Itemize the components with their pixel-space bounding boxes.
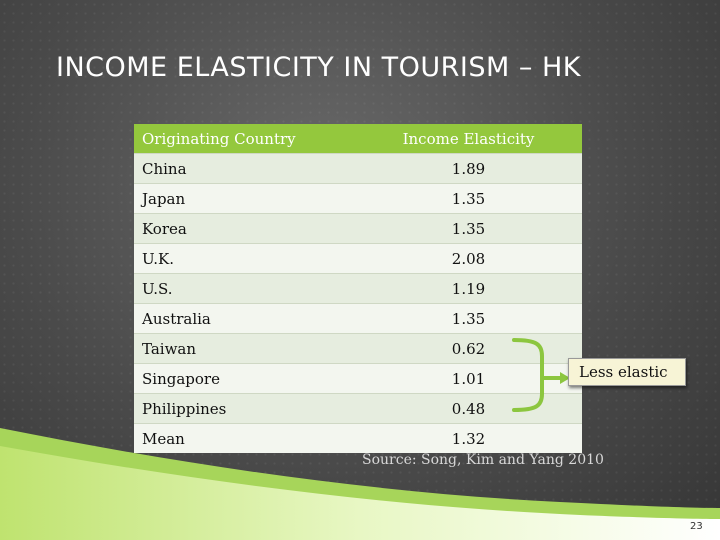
- elasticity-cell: 1.32: [355, 423, 582, 453]
- slide-title: INCOME ELASTICITY IN TOURISM – HK: [56, 52, 581, 83]
- table-header-row: Originating Country Income Elasticity: [134, 124, 582, 154]
- table-row: Australia 1.35: [134, 303, 582, 334]
- elasticity-cell: 1.19: [355, 273, 582, 304]
- table-row: Philippines 0.48: [134, 393, 582, 424]
- table-row: China 1.89: [134, 153, 582, 184]
- table-row: Japan 1.35: [134, 183, 582, 214]
- country-cell: Australia: [134, 303, 355, 334]
- country-cell: Singapore: [134, 363, 355, 394]
- table-row-mean: Mean 1.32: [134, 423, 582, 453]
- elasticity-table: Originating Country Income Elasticity Ch…: [134, 124, 582, 453]
- elasticity-cell: 1.35: [355, 213, 582, 244]
- elasticity-cell: 1.35: [355, 303, 582, 334]
- page-number: 23: [690, 521, 703, 532]
- table-row: U.S. 1.19: [134, 273, 582, 304]
- country-cell: U.K.: [134, 243, 355, 274]
- bracket-arrow-icon: [512, 338, 570, 412]
- country-cell: Taiwan: [134, 333, 355, 364]
- elasticity-cell: 1.01: [355, 363, 582, 394]
- elasticity-cell: 2.08: [355, 243, 582, 274]
- table-row: Korea 1.35: [134, 213, 582, 244]
- source-citation: Source: Song, Kim and Yang 2010: [362, 452, 604, 468]
- column-header-elasticity: Income Elasticity: [355, 124, 582, 154]
- table-row: Taiwan 0.62: [134, 333, 582, 364]
- country-cell: Korea: [134, 213, 355, 244]
- country-cell: U.S.: [134, 273, 355, 304]
- elasticity-cell: 1.35: [355, 183, 582, 214]
- elasticity-cell: 0.62: [355, 333, 582, 364]
- less-elastic-callout: Less elastic: [568, 358, 686, 386]
- country-cell: Japan: [134, 183, 355, 214]
- elasticity-cell: 1.89: [355, 153, 582, 184]
- table-row: Singapore 1.01: [134, 363, 582, 394]
- elasticity-cell: 0.48: [355, 393, 582, 424]
- column-header-country: Originating Country: [134, 124, 355, 154]
- table-row: U.K. 2.08: [134, 243, 582, 274]
- country-cell: Philippines: [134, 393, 355, 424]
- country-cell: Mean: [134, 423, 355, 453]
- country-cell: China: [134, 153, 355, 184]
